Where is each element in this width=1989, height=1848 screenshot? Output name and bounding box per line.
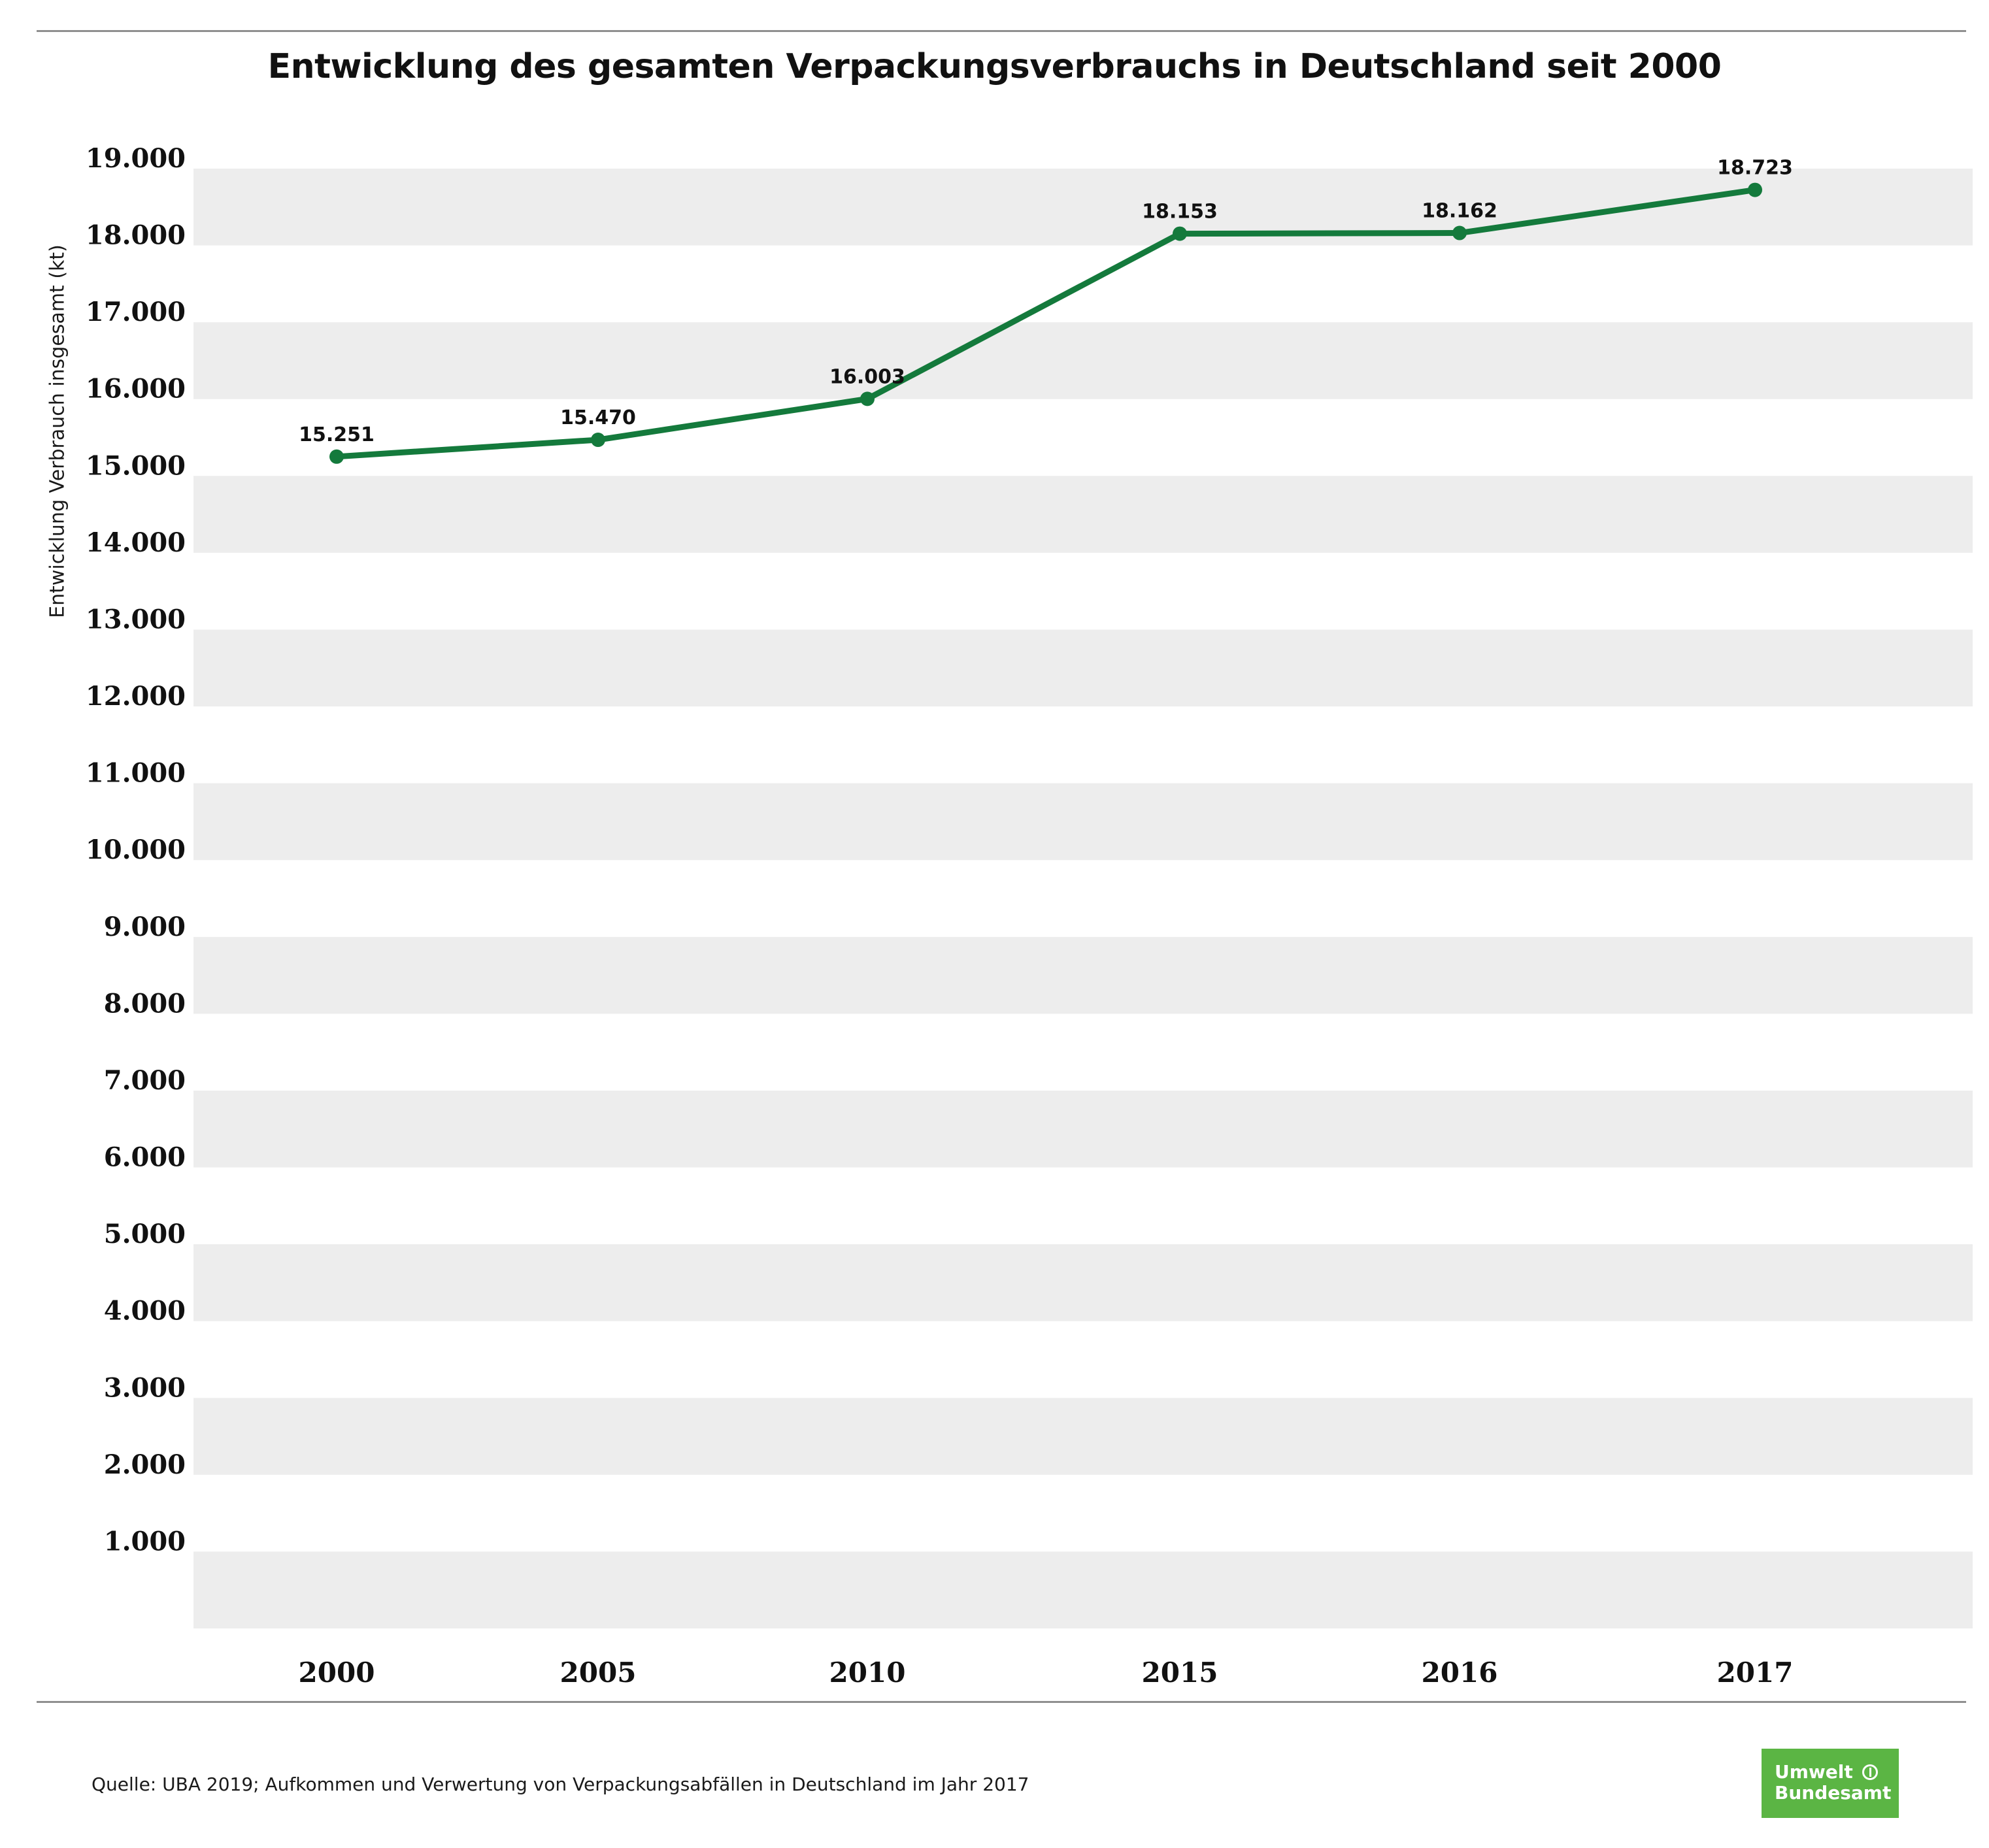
top-rule xyxy=(37,30,1966,32)
grid-band xyxy=(193,936,1973,1014)
data-point xyxy=(1452,225,1467,240)
y-tick-label: 1.000 xyxy=(104,1526,186,1557)
data-point xyxy=(591,433,605,448)
grid-band xyxy=(193,1398,1973,1475)
data-label: 18.153 xyxy=(1142,201,1218,223)
y-tick-label: 8.000 xyxy=(104,988,186,1019)
bottom-rule xyxy=(37,1701,1966,1703)
grid-band xyxy=(193,169,1973,246)
data-point xyxy=(860,391,875,406)
y-tick-label: 3.000 xyxy=(104,1372,186,1403)
grid-band xyxy=(193,476,1973,553)
data-point xyxy=(1173,226,1187,241)
logo-line-2: Bundesamt xyxy=(1775,1782,1892,1804)
y-tick-label: 10.000 xyxy=(86,834,186,865)
y-tick-label: 7.000 xyxy=(104,1065,186,1096)
grid-band xyxy=(193,322,1973,399)
x-tick-label: 2000 xyxy=(299,1657,375,1689)
uba-logo: Umwelt Bundesamt xyxy=(1762,1749,1899,1818)
x-tick-label: 2005 xyxy=(560,1657,637,1689)
grid-bands xyxy=(193,169,1973,1628)
y-tick-label: 4.000 xyxy=(104,1296,186,1327)
y-tick-label: 12.000 xyxy=(86,681,186,712)
x-tick-label: 2017 xyxy=(1717,1657,1794,1689)
y-tick-label: 16.000 xyxy=(86,374,186,404)
x-tick-label: 2016 xyxy=(1422,1657,1498,1689)
y-axis-ticks: 19.000 18.000 17.000 16.000 15.000 14.000 13.0… xyxy=(86,143,186,1557)
grid-band xyxy=(193,783,1973,861)
data-label: 15.470 xyxy=(560,406,636,429)
x-axis-ticks: 2000 2005 2010 2015 2016 2017 xyxy=(299,1657,1794,1689)
grid-band xyxy=(193,1244,1973,1321)
data-point xyxy=(1748,182,1762,197)
grid-band xyxy=(193,629,1973,707)
y-tick-label: 11.000 xyxy=(86,758,186,789)
logo-line-1: Umwelt xyxy=(1775,1761,1853,1783)
y-tick-label: 2.000 xyxy=(104,1449,186,1480)
y-tick-label: 13.000 xyxy=(86,604,186,635)
x-tick-label: 2010 xyxy=(829,1657,906,1689)
y-tick-label: 6.000 xyxy=(104,1142,186,1173)
data-point xyxy=(329,449,344,464)
y-tick-label: 14.000 xyxy=(86,527,186,558)
grid-band xyxy=(193,1090,1973,1168)
leaf-icon xyxy=(1862,1764,1878,1780)
data-label: 18.723 xyxy=(1717,157,1793,180)
data-label: 18.162 xyxy=(1422,200,1497,223)
y-tick-label: 15.000 xyxy=(86,450,186,481)
y-tick-label: 19.000 xyxy=(86,143,186,174)
series-line xyxy=(333,187,1758,460)
y-tick-label: 17.000 xyxy=(86,297,186,327)
data-label: 16.003 xyxy=(829,365,905,388)
series-group: 15.251 15.470 16.003 18.153 18.162 18.723 xyxy=(299,157,1793,464)
data-label: 15.251 xyxy=(299,423,375,446)
chart-title: Entwicklung des gesamten Verpackungsverb… xyxy=(267,47,1722,86)
x-tick-label: 2015 xyxy=(1142,1657,1218,1689)
y-tick-label: 9.000 xyxy=(104,912,186,942)
source-note: Quelle: UBA 2019; Aufkommen und Verwertu… xyxy=(92,1774,1029,1795)
y-tick-label: 18.000 xyxy=(86,220,186,251)
grid-band xyxy=(193,1551,1973,1628)
y-tick-label: 5.000 xyxy=(104,1219,186,1249)
